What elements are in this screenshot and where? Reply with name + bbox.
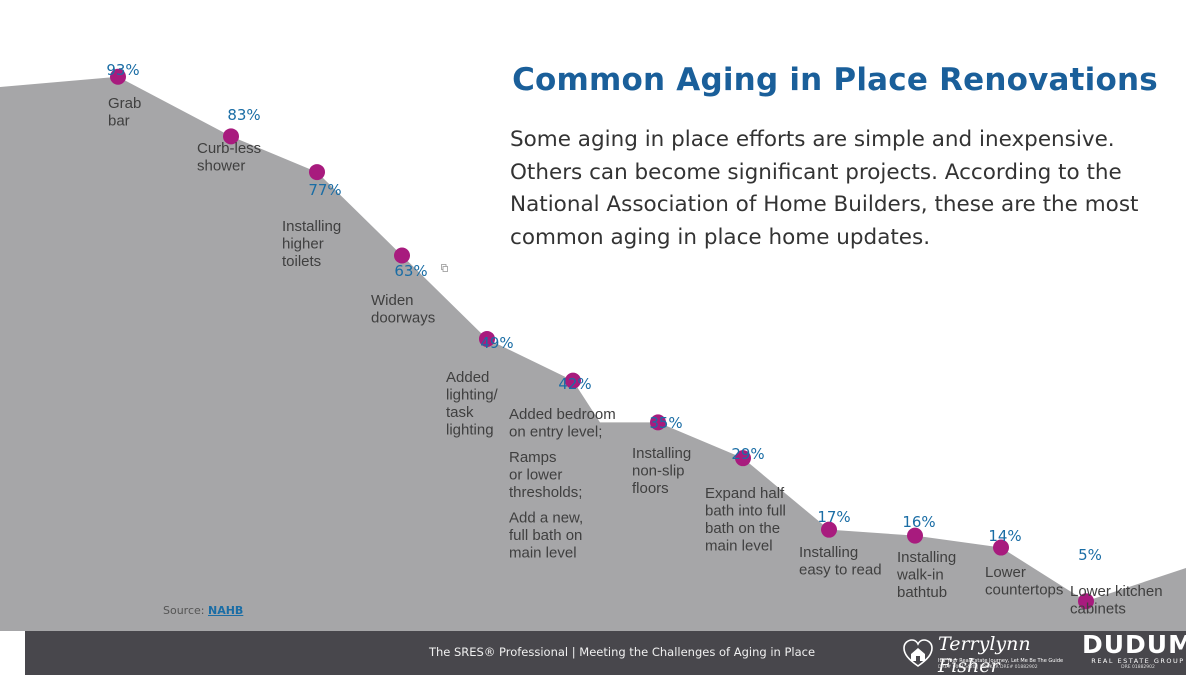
footer-bar: The SRES® Professional | Meeting the Cha… xyxy=(25,631,1193,677)
category-label: Curb-less shower xyxy=(197,140,261,175)
data-point-marker xyxy=(394,247,410,264)
agent-tagline: It's Your Real Estate Journey, Let Me Be… xyxy=(938,658,1064,664)
brand-license: DRE 01882902 xyxy=(1121,665,1155,670)
page-title: Common Aging in Place Renovations xyxy=(512,62,1158,98)
category-label: Added bedroom on entry level; Ramps or lowe… xyxy=(509,406,616,562)
agent-name: Terrylynn Fisher xyxy=(938,633,1031,677)
data-label: 16% xyxy=(902,513,935,531)
category-label: Installing non-slip floors xyxy=(632,445,691,497)
data-label: 77% xyxy=(308,181,341,199)
data-label: 63% xyxy=(394,262,427,280)
category-label: Lower kitchen cabinets xyxy=(1070,583,1163,618)
data-label: 29% xyxy=(731,445,764,463)
data-point-marker xyxy=(309,164,325,181)
data-point-marker xyxy=(735,450,751,467)
house-heart-icon xyxy=(903,639,933,667)
agent-license: DRE# 00615420 | BROKER DRE# 01882902 xyxy=(938,665,1038,670)
data-point-marker xyxy=(110,68,126,85)
data-point-marker xyxy=(993,539,1009,556)
data-point-marker xyxy=(907,527,923,544)
data-point-marker xyxy=(565,372,581,389)
data-label: 17% xyxy=(817,508,850,526)
category-label: Added lighting/task lighting xyxy=(446,369,499,439)
category-label: Expand half bath into full bath on the main… xyxy=(705,485,786,555)
data-point-marker xyxy=(223,128,239,145)
intro-paragraph: Some aging in place efforts are simple a… xyxy=(510,127,1139,250)
data-point-marker xyxy=(479,330,495,347)
data-point-marker xyxy=(821,521,837,538)
brand-logo: DUDUM REAL ESTATE GROUP DRE 01882902 xyxy=(1077,630,1199,670)
data-label: 49% xyxy=(480,334,513,352)
data-label: 83% xyxy=(227,106,260,124)
data-label: 14% xyxy=(988,527,1021,545)
footer-caption: The SRES® Professional | Meeting the Cha… xyxy=(428,645,816,659)
source-link[interactable]: NAHB xyxy=(208,604,244,617)
category-label: Installing walk-in bathtub xyxy=(896,549,956,601)
data-label: 35% xyxy=(649,414,682,432)
agent-logo: Terrylynn Fisher It's Your Real Estate J… xyxy=(900,633,1075,677)
brand-name: DUDUM xyxy=(1082,630,1194,659)
source-note: Source: NAHB xyxy=(163,604,243,617)
data-point-marker xyxy=(1078,593,1094,610)
category-label: Installing easy to read xyxy=(799,544,882,579)
data-label: 42% xyxy=(558,375,591,393)
data-point-marker xyxy=(650,414,666,431)
category-label: Installing higher toilets xyxy=(282,218,341,270)
source-prefix: Source: xyxy=(163,604,205,617)
data-label: 5% xyxy=(1078,546,1102,564)
category-label: Grab bar xyxy=(108,95,141,130)
data-label: 93% xyxy=(106,61,139,79)
area-fill xyxy=(0,76,1186,632)
brand-subtitle: REAL ESTATE GROUP xyxy=(1091,657,1185,665)
copy-icon xyxy=(441,264,448,272)
category-label: Widen doorways xyxy=(371,292,435,327)
category-label: Lower countertops xyxy=(985,564,1063,599)
